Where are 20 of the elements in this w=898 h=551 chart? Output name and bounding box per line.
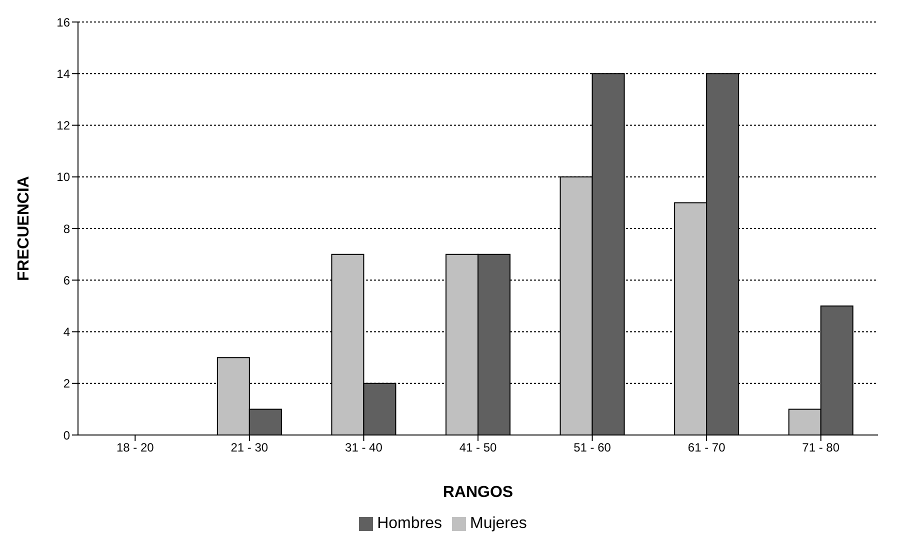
y-tick-label: 6 bbox=[63, 273, 70, 288]
y-tick-label: 0 bbox=[63, 428, 70, 442]
y-tick-label: 4 bbox=[63, 325, 70, 340]
y-tick-label: 2 bbox=[63, 376, 70, 391]
x-axis-title: RANGOS bbox=[442, 484, 514, 501]
x-tick-label: 31 - 40 bbox=[345, 440, 383, 455]
x-tick-label: 41 - 50 bbox=[459, 440, 498, 455]
x-tick-label: 18 - 20 bbox=[116, 440, 154, 455]
x-tick-label: 51 - 60 bbox=[574, 440, 612, 455]
y-tick-label: 12 bbox=[56, 118, 70, 133]
y-tick-label: 10 bbox=[56, 170, 70, 184]
y-tick-label: 16 bbox=[56, 15, 70, 30]
x-tick-label: 61 - 70 bbox=[688, 440, 726, 455]
x-tick-label: 71 - 80 bbox=[802, 440, 840, 455]
legend-label: Mujeres bbox=[470, 515, 527, 532]
x-tick-label: 21 - 30 bbox=[230, 440, 268, 455]
y-axis-title: FRECUENCIA bbox=[16, 176, 33, 281]
y-tick-label: 8 bbox=[63, 222, 70, 236]
legend-label: Hombres bbox=[377, 515, 442, 532]
y-tick-label: 14 bbox=[56, 66, 70, 81]
